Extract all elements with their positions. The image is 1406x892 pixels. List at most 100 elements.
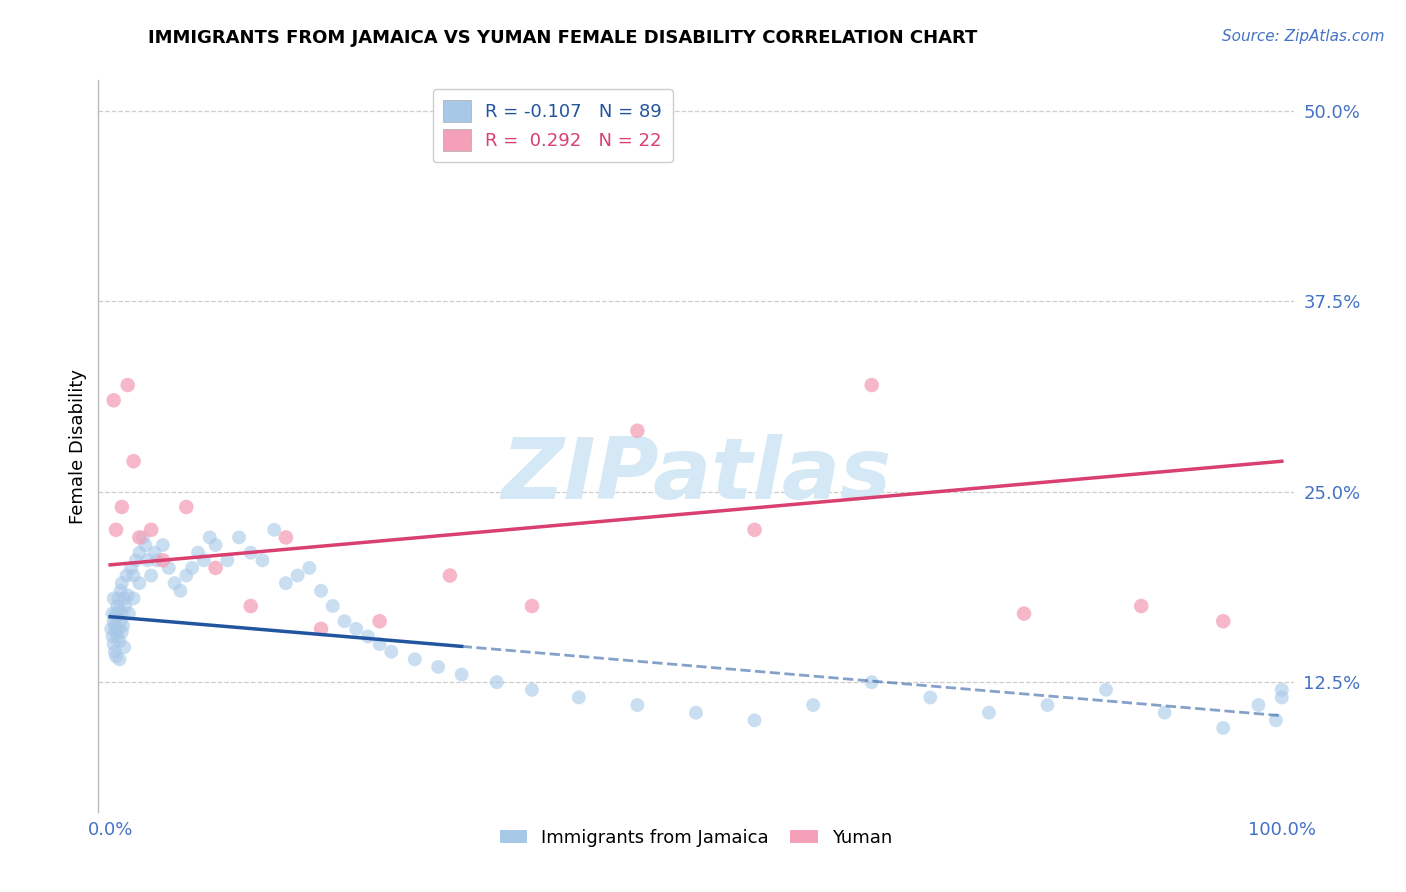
Point [263, 523, 285, 537]
Point [105, 624, 128, 639]
Point [439, 568, 461, 582]
Point [120, 561, 142, 575]
Point [187, 546, 209, 560]
Point [298, 561, 321, 575]
Point [152, 538, 174, 552]
Point [107, 591, 129, 606]
Point [977, 706, 1000, 720]
Point [274, 530, 297, 544]
Point [125, 553, 148, 567]
Point [485, 675, 508, 690]
Point [103, 637, 125, 651]
Point [427, 660, 450, 674]
Point [112, 591, 135, 606]
Point [368, 614, 391, 628]
Point [1271, 682, 1294, 697]
Point [110, 614, 132, 628]
Point [1036, 698, 1059, 712]
Point [744, 714, 766, 728]
Point [333, 614, 356, 628]
Point [252, 553, 274, 567]
Point [103, 614, 125, 628]
Point [801, 698, 824, 712]
Point [920, 690, 942, 705]
Point [228, 530, 250, 544]
Point [128, 530, 150, 544]
Point [111, 576, 134, 591]
Point [141, 568, 163, 582]
Point [141, 523, 163, 537]
Point [105, 607, 128, 621]
Point [204, 561, 226, 575]
Point [108, 603, 131, 617]
Point [100, 622, 122, 636]
Point [380, 645, 402, 659]
Point [111, 624, 134, 639]
Legend: Immigrants from Jamaica, Yuman: Immigrants from Jamaica, Yuman [492, 822, 900, 854]
Point [626, 424, 648, 438]
Point [1271, 690, 1294, 705]
Point [204, 538, 226, 552]
Point [104, 645, 127, 659]
Point [107, 622, 129, 636]
Y-axis label: Female Disability: Female Disability [69, 368, 87, 524]
Point [368, 637, 391, 651]
Point [122, 568, 145, 582]
Point [217, 553, 239, 567]
Point [115, 568, 138, 582]
Point [174, 500, 197, 514]
Point [450, 667, 472, 681]
Point [520, 682, 543, 697]
Point [274, 576, 297, 591]
Point [128, 576, 150, 591]
Point [744, 523, 766, 537]
Point [1212, 614, 1234, 628]
Text: Source: ZipAtlas.com: Source: ZipAtlas.com [1222, 29, 1385, 44]
Point [181, 561, 204, 575]
Point [134, 538, 156, 552]
Point [114, 599, 136, 613]
Point [357, 630, 380, 644]
Point [1012, 607, 1035, 621]
Point [568, 690, 591, 705]
Point [112, 640, 135, 655]
Point [117, 588, 139, 602]
Point [111, 607, 134, 621]
Point [157, 561, 180, 575]
Point [404, 652, 426, 666]
Point [103, 393, 125, 408]
Point [108, 652, 131, 666]
Point [101, 607, 124, 621]
Point [193, 553, 215, 567]
Point [105, 630, 128, 644]
Point [122, 454, 145, 468]
Point [322, 599, 344, 613]
Point [1247, 698, 1270, 712]
Point [132, 530, 155, 544]
Point [146, 553, 169, 567]
Point [174, 568, 197, 582]
Point [169, 583, 191, 598]
Text: IMMIGRANTS FROM JAMAICA VS YUMAN FEMALE DISABILITY CORRELATION CHART: IMMIGRANTS FROM JAMAICA VS YUMAN FEMALE … [148, 29, 977, 46]
Point [104, 619, 127, 633]
Point [239, 599, 262, 613]
Point [239, 546, 262, 560]
Point [1153, 706, 1175, 720]
Point [309, 622, 332, 636]
Point [105, 649, 128, 664]
Point [143, 546, 166, 560]
Point [198, 530, 221, 544]
Point [685, 706, 707, 720]
Point [287, 568, 309, 582]
Point [626, 698, 648, 712]
Point [520, 599, 543, 613]
Point [152, 553, 174, 567]
Point [136, 553, 159, 567]
Point [344, 622, 367, 636]
Point [112, 619, 135, 633]
Point [163, 576, 186, 591]
Point [1095, 682, 1118, 697]
Point [110, 583, 132, 598]
Point [128, 546, 150, 560]
Point [309, 583, 332, 598]
